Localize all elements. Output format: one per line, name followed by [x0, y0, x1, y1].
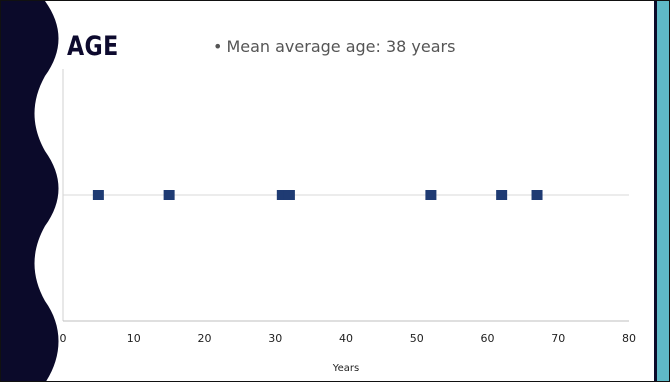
x-tick-label: 10: [127, 332, 141, 345]
bullet-label: Mean average age: 38 years: [226, 37, 456, 56]
data-point: [92, 190, 104, 200]
x-tick-label: 60: [481, 332, 495, 345]
data-point: [531, 190, 543, 200]
bullet-dot-icon: •: [213, 37, 223, 56]
data-point: [496, 190, 508, 200]
x-axis-title: Years: [332, 363, 359, 374]
x-tick-label: 70: [551, 332, 565, 345]
x-tick-label: 30: [268, 332, 282, 345]
data-points: [92, 190, 543, 200]
x-tick-label: 80: [622, 332, 636, 345]
data-point: [276, 190, 288, 200]
x-tick-label: 20: [198, 332, 212, 345]
left-wave-decoration: [1, 1, 59, 381]
x-tick-labels: 0 10 20 30 40 50 60 70 80: [60, 332, 637, 345]
x-tick-label: 0: [60, 332, 67, 345]
x-tick-label: 40: [339, 332, 353, 345]
data-point: [163, 190, 175, 200]
slide-title: AGE: [67, 31, 119, 62]
right-accent-bar: [654, 1, 669, 381]
bullet-text: • Mean average age: 38 years: [213, 37, 455, 56]
data-point: [425, 190, 437, 200]
data-point: [283, 190, 295, 200]
x-tick-label: 50: [410, 332, 424, 345]
